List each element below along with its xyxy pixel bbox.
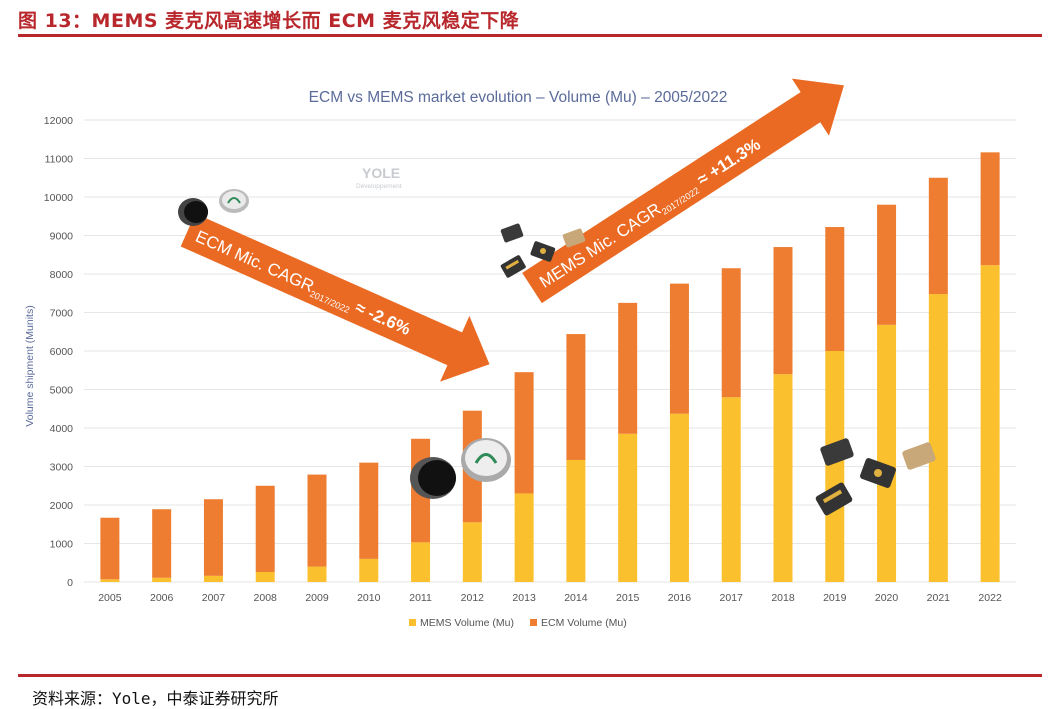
figure-title: 图 13：MEMS 麦克风高速增长而 ECM 麦克风稳定下降 bbox=[18, 10, 520, 32]
y-tick-label: 9000 bbox=[50, 231, 74, 243]
ecm-mic-icon bbox=[178, 189, 249, 226]
ecm-arrow-shape bbox=[180, 213, 490, 382]
y-axis-ticks: 0 1000 2000 3000 4000 5000 6000 7000 8000 9000 100… bbox=[44, 115, 73, 589]
ecm-arrow-text: ECM Mic. CAGR2017/2022 ≈ -2.6% bbox=[192, 227, 414, 341]
y-axis-label: Volume shipment (Munits) bbox=[24, 305, 36, 426]
gridlines bbox=[84, 119, 1016, 583]
y-tick-label: 7000 bbox=[50, 308, 74, 320]
bar-mems bbox=[877, 324, 897, 582]
bar-ecm bbox=[152, 509, 172, 578]
y-tick-label: 8000 bbox=[50, 269, 74, 281]
bar-ecm bbox=[203, 499, 223, 576]
x-tick-label: 2007 bbox=[202, 592, 226, 604]
bar-ecm bbox=[359, 462, 379, 559]
bar-mems bbox=[618, 433, 638, 582]
bar-mems bbox=[411, 542, 431, 582]
bar-mems bbox=[307, 566, 327, 582]
x-tick-label: 2014 bbox=[564, 592, 588, 604]
x-tick-label: 2010 bbox=[357, 592, 381, 604]
bar-ecm bbox=[773, 247, 793, 375]
bar-ecm bbox=[255, 485, 275, 572]
legend-label-ecm: ECM Volume (Mu) bbox=[541, 617, 627, 629]
x-tick-label: 2018 bbox=[771, 592, 795, 604]
x-tick-label: 2016 bbox=[668, 592, 692, 604]
top-divider bbox=[18, 34, 1042, 37]
y-tick-label: 10000 bbox=[44, 192, 73, 204]
bars bbox=[100, 152, 1000, 582]
bar-mems bbox=[255, 571, 275, 582]
y-tick-label: 0 bbox=[67, 577, 73, 589]
bar-mems bbox=[359, 558, 379, 582]
bar-ecm bbox=[566, 334, 586, 460]
y-tick-label: 3000 bbox=[50, 462, 74, 474]
legend-swatch-mems bbox=[409, 619, 416, 626]
watermark-subtext: Développement bbox=[356, 183, 402, 190]
bar-ecm bbox=[877, 204, 897, 325]
bar-ecm bbox=[721, 268, 741, 398]
legend-label-mems: MEMS Volume (Mu) bbox=[420, 617, 514, 629]
bar-ecm bbox=[928, 177, 948, 295]
x-tick-label: 2006 bbox=[150, 592, 174, 604]
bar-mems bbox=[203, 575, 223, 582]
bar-mems bbox=[669, 413, 689, 582]
bar-mems bbox=[152, 577, 172, 582]
x-axis-ticks: 2005 2006 2007 2008 2009 2010 2011 2012 2013 2014… bbox=[98, 592, 1002, 604]
x-tick-label: 2015 bbox=[616, 592, 640, 604]
bar-ecm bbox=[618, 302, 638, 434]
mems-arrow-shape bbox=[522, 78, 844, 304]
mems-chip-icon-large bbox=[815, 438, 936, 516]
x-tick-label: 2017 bbox=[720, 592, 744, 604]
mems-chip-icon bbox=[500, 223, 586, 278]
x-tick-label: 2008 bbox=[254, 592, 278, 604]
x-tick-label: 2022 bbox=[978, 592, 1002, 604]
bar-mems bbox=[462, 522, 482, 582]
bar-mems bbox=[980, 265, 1000, 582]
legend-swatch-ecm bbox=[530, 619, 537, 626]
bar-ecm bbox=[100, 517, 120, 580]
bar-mems bbox=[773, 374, 793, 582]
bottom-divider bbox=[18, 674, 1042, 677]
x-tick-label: 2012 bbox=[461, 592, 485, 604]
x-tick-label: 2020 bbox=[875, 592, 899, 604]
chart-title: ECM vs MEMS market evolution – Volume (M… bbox=[309, 89, 728, 106]
ecm-mic-icon-large bbox=[410, 438, 511, 499]
bar-mems bbox=[100, 579, 120, 582]
y-tick-label: 6000 bbox=[50, 346, 74, 358]
source-note: 资料来源：Yole，中泰证券研究所 bbox=[32, 689, 279, 708]
x-tick-label: 2011 bbox=[409, 592, 432, 604]
x-tick-label: 2019 bbox=[823, 592, 847, 604]
y-tick-label: 2000 bbox=[50, 500, 74, 512]
y-tick-label: 11000 bbox=[45, 154, 74, 166]
y-tick-label: 1000 bbox=[50, 539, 74, 551]
watermark-logo-text: YOLE bbox=[362, 165, 400, 181]
x-tick-label: 2009 bbox=[305, 592, 329, 604]
legend: MEMS Volume (Mu) ECM Volume (Mu) bbox=[409, 617, 627, 629]
x-tick-label: 2021 bbox=[927, 592, 951, 604]
bar-ecm bbox=[514, 372, 534, 494]
y-tick-label: 4000 bbox=[50, 423, 74, 435]
y-tick-label: 5000 bbox=[50, 385, 74, 397]
bar-ecm bbox=[980, 152, 1000, 266]
x-tick-label: 2005 bbox=[98, 592, 122, 604]
bar-mems bbox=[825, 351, 845, 582]
ecm-cagr-arrow: ECM Mic. CAGR2017/2022 ≈ -2.6% bbox=[180, 213, 490, 382]
bar-mems bbox=[721, 397, 741, 582]
bar-ecm bbox=[307, 474, 327, 567]
y-tick-label: 12000 bbox=[44, 115, 73, 127]
bar-ecm bbox=[669, 283, 689, 414]
bar-ecm bbox=[825, 227, 845, 351]
x-tick-label: 2013 bbox=[512, 592, 536, 604]
bar-mems bbox=[566, 459, 586, 582]
yole-watermark: YOLE Développement bbox=[356, 165, 402, 190]
bar-mems bbox=[514, 493, 534, 582]
bar-mems bbox=[928, 294, 948, 582]
stacked-bar-chart: ECM vs MEMS market evolution – Volume (M… bbox=[24, 78, 1016, 629]
